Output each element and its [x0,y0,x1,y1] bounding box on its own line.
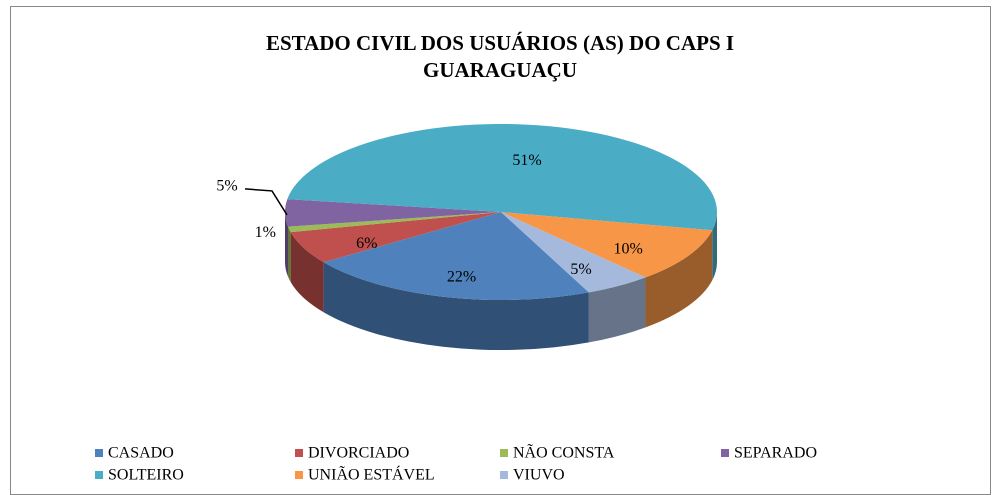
legend-label: CASADO [108,445,174,462]
slice [290,212,501,263]
data-label: 5% [570,261,591,278]
slice [287,124,717,231]
slice-side [712,212,717,281]
legend-label: VIUVO [513,467,565,484]
legend-label: UNIÃO ESTÁVEL [308,465,435,484]
slice-side [285,212,289,277]
data-label: 51% [512,152,541,169]
legend-swatch [95,449,103,457]
data-label: 5% [216,178,237,195]
slice [285,199,501,227]
slice [501,212,646,293]
legend-label: DIVORCIADO [308,445,409,462]
legend-swatch [500,471,508,479]
legend-label: SOLTEIRO [108,467,184,484]
slice-side [645,230,713,328]
slice-side [323,262,589,350]
slice [288,212,501,233]
chart-title: ESTADO CIVIL DOS USUÁRIOS (AS) DO CAPS I… [265,31,735,82]
slice [501,212,713,278]
legend-swatch [295,449,303,457]
data-label: 6% [356,235,377,252]
legend-swatch [95,471,103,479]
data-label: 22% [447,268,476,285]
leader-line [244,188,288,216]
slice-side [288,226,291,283]
legend-label: NÃO CONSTA [513,444,615,462]
data-label: 10% [614,241,643,258]
legend-swatch [295,471,303,479]
legend-label: SEPARADO [734,445,817,462]
slice [323,212,589,300]
legend-swatch [500,449,508,457]
legend-swatch [721,449,729,457]
slice-side [290,232,324,313]
data-label: 1% [255,224,276,241]
slice-side [588,277,646,343]
